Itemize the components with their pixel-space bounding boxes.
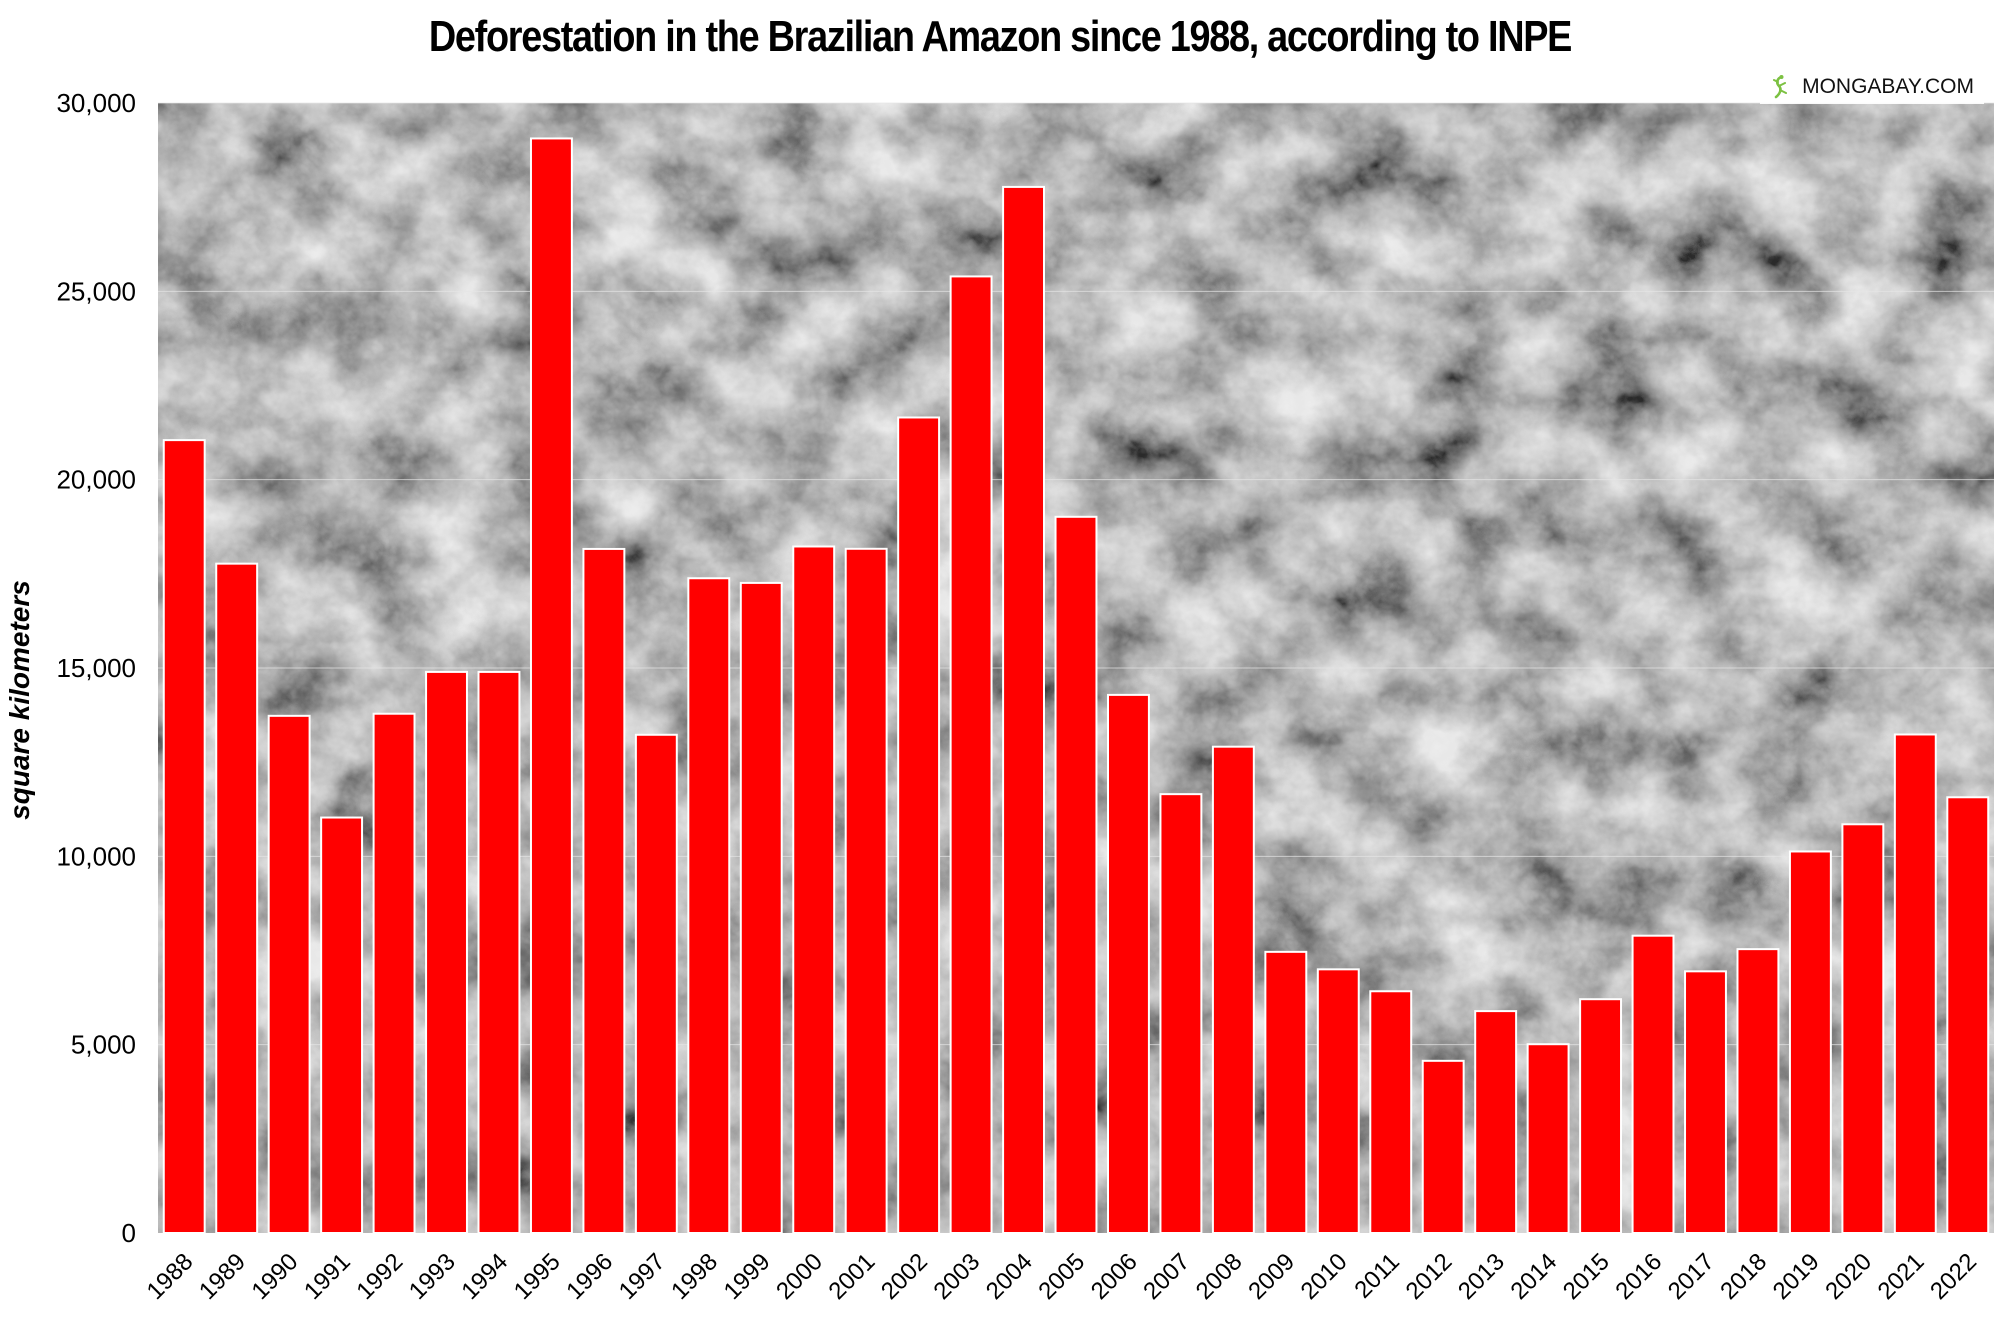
x-tick-label: 2003 [928, 1248, 985, 1305]
bar-1988 [162, 439, 206, 1235]
credit-badge: MONGABAY.COM [1760, 70, 1984, 104]
bar-2016 [1631, 934, 1675, 1235]
x-tick-label: 2015 [1558, 1248, 1615, 1305]
bar-2013 [1474, 1010, 1518, 1234]
x-tick-label: 2007 [1138, 1248, 1195, 1305]
x-tick-label: 1999 [719, 1248, 776, 1305]
x-tick-label: 2012 [1401, 1248, 1458, 1305]
bar-1994 [477, 670, 521, 1234]
bar-1990 [267, 714, 311, 1234]
x-tick-label: 2008 [1191, 1248, 1248, 1305]
mongabay-lizard-icon [1768, 74, 1794, 100]
bar-2001 [844, 547, 888, 1234]
x-tick-label: 2016 [1610, 1248, 1667, 1305]
x-tick-label: 2005 [1033, 1248, 1090, 1305]
x-tick-label: 2014 [1506, 1248, 1563, 1305]
bar-2006 [1106, 693, 1150, 1234]
bar-1993 [425, 670, 468, 1234]
y-tick-label: 20,000 [56, 465, 136, 495]
x-tick-label: 1990 [247, 1248, 304, 1305]
bar-2004 [1002, 185, 1046, 1234]
y-tick-label: 10,000 [56, 841, 136, 871]
x-tick-label: 2021 [1873, 1248, 1930, 1305]
x-tick-label: 1995 [509, 1248, 566, 1305]
bar-2021 [1893, 733, 1937, 1235]
x-tick-label: 1988 [142, 1248, 199, 1305]
x-tick-label: 1991 [299, 1248, 356, 1305]
bar-1989 [215, 562, 259, 1234]
x-tick-label: 2020 [1820, 1248, 1877, 1305]
x-tick-label: 2013 [1453, 1248, 1510, 1305]
x-tick-label: 2018 [1715, 1248, 1772, 1305]
x-tick-label: 1997 [614, 1248, 671, 1305]
bar-2009 [1264, 950, 1308, 1235]
bar-2005 [1054, 515, 1098, 1234]
x-tick-label: 1998 [666, 1248, 723, 1305]
bar-1998 [687, 577, 731, 1234]
x-tick-label: 1989 [194, 1248, 251, 1305]
x-tick-label: 2011 [1349, 1248, 1405, 1304]
x-tick-label: 2010 [1296, 1248, 1353, 1305]
x-tick-label: 2019 [1768, 1248, 1825, 1305]
bar-2008 [1211, 745, 1255, 1234]
bar-2011 [1369, 990, 1413, 1234]
x-tick-label: 2001 [824, 1248, 881, 1305]
bar-1992 [372, 712, 416, 1234]
y-tick-label: 15,000 [56, 653, 136, 683]
x-tick-label: 2009 [1243, 1248, 1300, 1305]
bar-2014 [1526, 1043, 1570, 1235]
chart-title: Deforestation in the Brazilian Amazon si… [428, 12, 1573, 61]
bar-2015 [1579, 998, 1623, 1234]
x-tick-label: 2002 [876, 1248, 933, 1305]
x-tick-label: 2017 [1663, 1248, 1720, 1305]
x-tick-label: 2004 [981, 1248, 1038, 1305]
x-tick-label: 1992 [351, 1248, 408, 1305]
y-tick-label: 30,000 [56, 88, 136, 118]
y-tick-label: 5,000 [71, 1030, 136, 1060]
bar-1991 [320, 816, 364, 1235]
bar-2002 [897, 416, 941, 1234]
x-tick-label: 1996 [561, 1248, 618, 1305]
x-tick-label: 2000 [771, 1248, 828, 1305]
bar-1997 [634, 733, 678, 1235]
y-tick-label: 0 [122, 1218, 136, 1248]
bar-2020 [1841, 823, 1885, 1234]
bar-2019 [1788, 850, 1832, 1234]
x-axis-ticks: 1988198919901991199219931994199519961997… [142, 1248, 1982, 1305]
y-axis-ticks: 0 5,000 10,000 15,000 20,000 25,000 30,000 [56, 88, 136, 1248]
y-tick-label: 25,000 [56, 276, 136, 306]
bars [162, 137, 1990, 1235]
bar-2018 [1736, 948, 1780, 1234]
bar-2010 [1316, 968, 1360, 1234]
bar-2017 [1684, 970, 1727, 1234]
x-tick-label: 1994 [456, 1248, 513, 1305]
credit-text: MONGABAY.COM [1802, 75, 1974, 98]
x-tick-label: 2022 [1925, 1248, 1982, 1305]
bar-1999 [739, 581, 783, 1234]
bar-2007 [1159, 793, 1203, 1235]
bar-1995 [529, 137, 573, 1234]
bar-2012 [1421, 1059, 1465, 1235]
bar-2000 [792, 545, 836, 1234]
bar-1996 [582, 547, 626, 1234]
bar-2003 [949, 275, 993, 1234]
x-tick-label: 1993 [404, 1248, 461, 1305]
bar-2022 [1946, 796, 1990, 1234]
x-tick-label: 2006 [1086, 1248, 1143, 1305]
